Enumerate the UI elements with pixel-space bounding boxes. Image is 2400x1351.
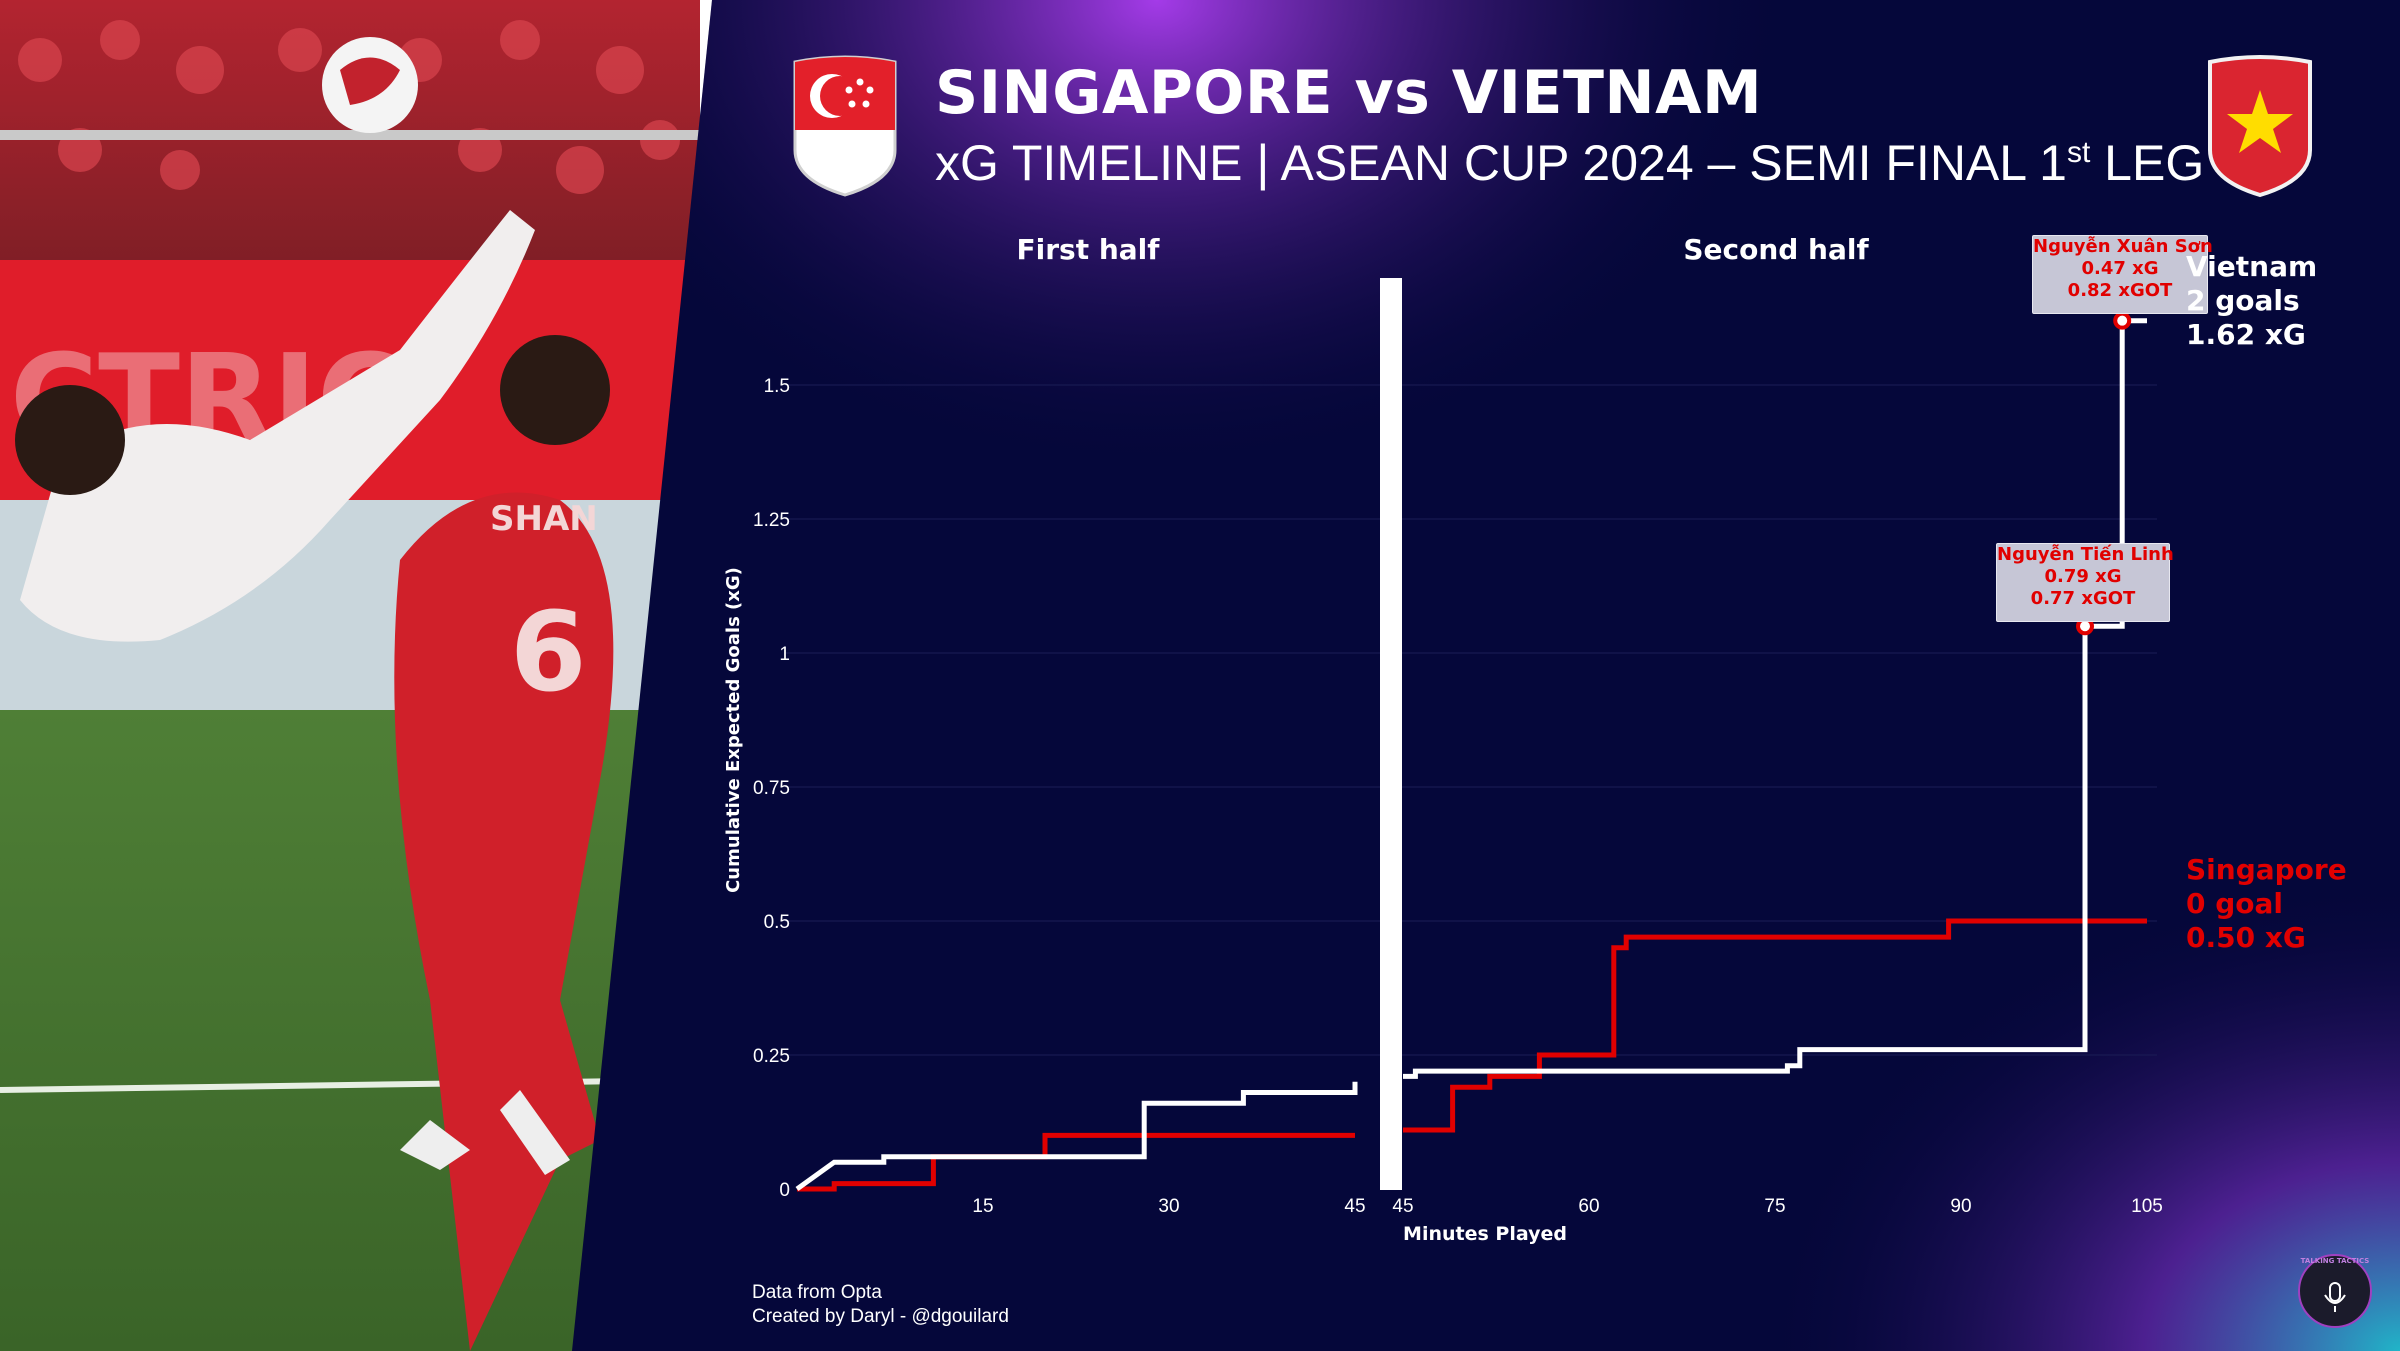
y-tick-label: 0.75 bbox=[753, 778, 790, 799]
logo-text: TALKING TACTICS bbox=[2301, 1257, 2370, 1265]
svg-text:SHAN: SHAN bbox=[490, 499, 598, 539]
credit-line: Created by Daryl - @dgouilard bbox=[752, 1306, 1009, 1327]
tooltip-player: Nguyễn Tiến Linh bbox=[1997, 544, 2174, 565]
talking-tactics-logo: TALKING TACTICS bbox=[2298, 1254, 2372, 1328]
singapore-crest bbox=[793, 55, 897, 197]
vietnam-summary: Vietnam 2 goals 1.62 xG bbox=[2186, 250, 2317, 352]
singapore-line-first-half bbox=[797, 1132, 1355, 1192]
subtitle-end: LEG bbox=[2090, 135, 2205, 191]
vietnam-crest bbox=[2208, 55, 2312, 198]
y-tick-label: 0.25 bbox=[753, 1046, 790, 1067]
tooltip-xgot: 0.82 xGOT bbox=[2067, 280, 2173, 301]
y-tick-label: 1.25 bbox=[753, 510, 790, 531]
x-tick-label: 30 bbox=[1158, 1196, 1179, 1217]
tooltip-xgot: 0.77 xGOT bbox=[2030, 588, 2136, 609]
page-subtitle: xG TIMELINE | ASEAN CUP 2024 – SEMI FINA… bbox=[935, 134, 2204, 192]
second-half-label: Second half bbox=[1683, 233, 1869, 266]
singapore-xg: 0.50 xG bbox=[2186, 921, 2306, 954]
data-source: Data from Opta bbox=[752, 1282, 882, 1303]
tooltip-player: Nguyễn Xuân Sơn bbox=[2033, 236, 2213, 257]
x-tick-label: 105 bbox=[2131, 1196, 2163, 1217]
y-tick-label: 0 bbox=[779, 1180, 790, 1201]
subtitle-superscript: st bbox=[2066, 136, 2091, 169]
y-axis-label: Cumulative Expected Goals (xG) bbox=[723, 567, 744, 893]
y-tick-label: 1.5 bbox=[764, 376, 790, 397]
vietnam-xg: 1.62 xG bbox=[2186, 318, 2306, 351]
page-title: SINGAPORE vs VIETNAM bbox=[935, 58, 1763, 128]
x-tick-label: 15 bbox=[972, 1196, 993, 1217]
first-half-label: First half bbox=[1016, 233, 1160, 266]
singapore-line-second-half bbox=[1403, 918, 2147, 1133]
tooltip-xg: 0.47 xG bbox=[2081, 258, 2159, 279]
vietnam-name: Vietnam bbox=[2186, 250, 2318, 283]
tooltip-xuan-son: Nguyễn Xuân Sơn 0.47 xG 0.82 xGOT bbox=[2032, 235, 2213, 314]
x-axis-label: Minutes Played bbox=[1403, 1223, 1567, 1245]
x-tick-label: 45 bbox=[1344, 1196, 1365, 1217]
tooltip-xg: 0.79 xG bbox=[2044, 566, 2122, 587]
x-tick-label: 90 bbox=[1950, 1196, 1971, 1217]
goal-shot-marker bbox=[2113, 311, 2132, 330]
svg-text:6: 6 bbox=[510, 588, 587, 716]
match-photo-illustration: CTRIC 6 SHAN bbox=[0, 0, 700, 1351]
vietnam-line-first-half bbox=[795, 1081, 1358, 1192]
vietnam-line-second-half bbox=[1403, 318, 2147, 1079]
x-tick-label: 45 bbox=[1392, 1196, 1413, 1217]
match-photo: CTRIC 6 SHAN bbox=[0, 0, 700, 1351]
x-tick-label: 60 bbox=[1578, 1196, 1599, 1217]
halftime-divider bbox=[1380, 278, 1402, 1190]
singapore-goals: 0 goal bbox=[2186, 887, 2284, 920]
tooltip-tien-linh: Nguyễn Tiến Linh 0.79 xG 0.77 xGOT bbox=[1996, 543, 2174, 622]
y-tick-label: 1 bbox=[779, 644, 790, 665]
y-tick-label: 0.5 bbox=[764, 912, 790, 933]
singapore-name: Singapore bbox=[2186, 853, 2347, 886]
subtitle-main: xG TIMELINE | ASEAN CUP 2024 – SEMI FINA… bbox=[935, 135, 2067, 191]
singapore-summary: Singapore 0 goal 0.50 xG bbox=[2186, 853, 2347, 955]
x-tick-label: 75 bbox=[1764, 1196, 1785, 1217]
vietnam-goals: 2 goals bbox=[2186, 284, 2300, 317]
